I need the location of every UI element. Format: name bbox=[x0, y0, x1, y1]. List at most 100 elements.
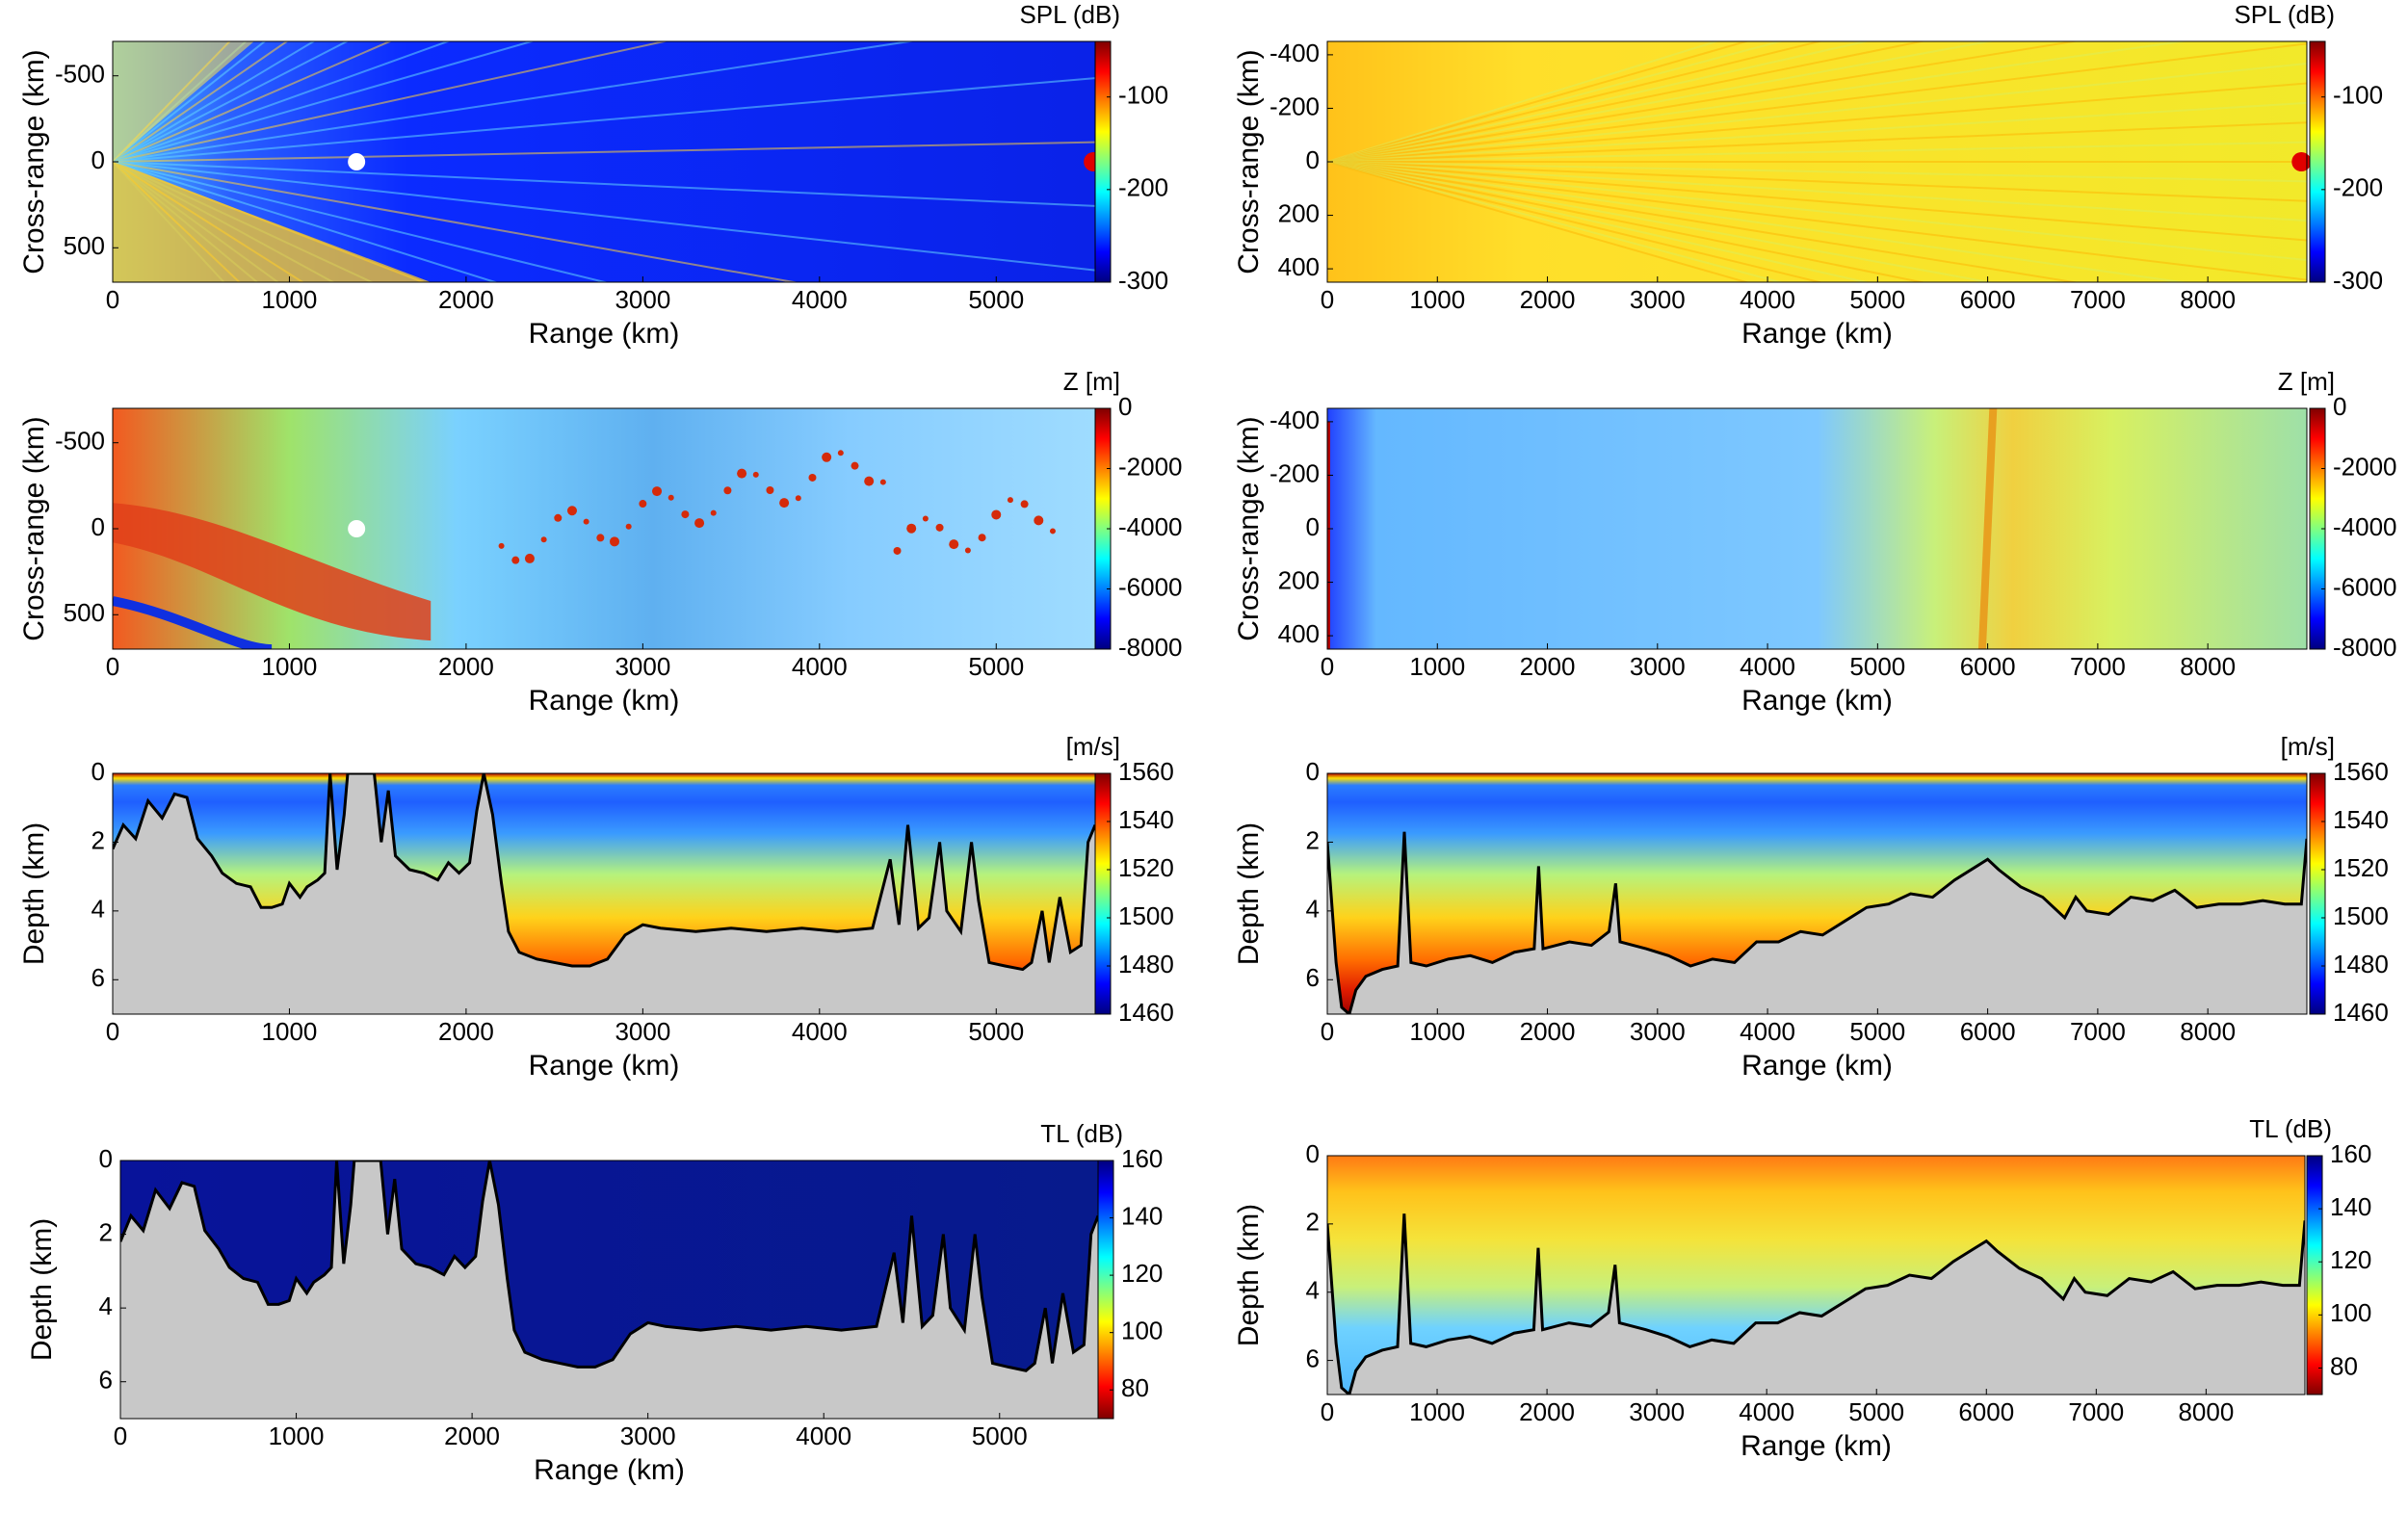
x-axis-label: Range (km) bbox=[529, 1050, 680, 1082]
ray bbox=[113, 41, 393, 163]
ray bbox=[1327, 161, 2307, 242]
y-tick-label: -500 bbox=[55, 427, 105, 456]
seamount bbox=[1020, 500, 1029, 509]
x-tick-label: 4000 bbox=[1740, 652, 1795, 681]
colorbar-tick-label: 120 bbox=[2330, 1245, 2371, 1274]
colorbar-tick-label: -4000 bbox=[2333, 512, 2397, 541]
y-tick-label: 2 bbox=[92, 825, 105, 854]
seamount bbox=[1034, 515, 1044, 526]
y-tick-label: 0 bbox=[92, 512, 105, 541]
ray bbox=[113, 41, 536, 163]
seamount bbox=[583, 518, 589, 525]
seamount bbox=[652, 486, 663, 497]
ray bbox=[113, 41, 916, 163]
x-axis-label: Range (km) bbox=[1741, 1430, 1892, 1462]
colorbar-tick-label: 160 bbox=[2330, 1139, 2371, 1168]
x-tick-label: 4000 bbox=[1740, 1017, 1795, 1046]
y-axis-label: Cross-range (km) bbox=[1233, 416, 1265, 640]
colorbar bbox=[2306, 1155, 2323, 1396]
seamount bbox=[879, 479, 886, 485]
plot-area-ssp-right bbox=[1327, 773, 2307, 1014]
panel-bathy-right: 0 1000 2000 3000 4000 5000 6000 7000 8000-400-20… bbox=[1233, 367, 2397, 717]
x-tick-label: 7000 bbox=[2070, 1017, 2126, 1046]
seamount bbox=[808, 473, 817, 482]
x-tick-label: 2000 bbox=[444, 1422, 500, 1450]
colorbar-title: [m/s] bbox=[1066, 732, 1120, 761]
colorbar-tick-label: 1540 bbox=[1118, 805, 1174, 834]
y-tick-label: -400 bbox=[1269, 39, 1320, 67]
y-tick-label: 2 bbox=[99, 1217, 113, 1246]
x-tick-label: 1000 bbox=[262, 1017, 318, 1046]
seamount bbox=[795, 495, 801, 502]
seamount bbox=[723, 486, 732, 495]
ray bbox=[1327, 41, 2189, 163]
y-tick-label: 0 bbox=[99, 1144, 113, 1173]
x-tick-label: 0 bbox=[106, 1017, 119, 1046]
ray bbox=[113, 161, 1095, 272]
x-tick-label: 3000 bbox=[615, 1017, 670, 1046]
ray bbox=[1327, 141, 2307, 163]
axes-frame bbox=[1326, 772, 2308, 1015]
ray bbox=[113, 161, 499, 282]
seamount bbox=[511, 556, 520, 564]
y-axis-label: Cross-range (km) bbox=[1233, 49, 1265, 274]
ray bbox=[113, 41, 451, 163]
seamount bbox=[822, 452, 832, 462]
seamount bbox=[610, 536, 620, 547]
ray bbox=[1327, 101, 2307, 163]
bathymetry-line bbox=[1327, 1213, 2305, 1395]
colorbar-title: Z [m] bbox=[1063, 367, 1120, 396]
x-axis-label: Range (km) bbox=[1741, 685, 1893, 717]
colorbar-tick-label: 1560 bbox=[1118, 757, 1174, 786]
x-tick-label: 4000 bbox=[792, 1017, 848, 1046]
x-tick-label: 6000 bbox=[1958, 1397, 2014, 1426]
colorbar-tick-label: 1460 bbox=[2333, 998, 2389, 1027]
plot-area-bathy-right bbox=[1327, 408, 2307, 649]
y-tick-label: 4 bbox=[1306, 895, 1320, 924]
ray bbox=[1327, 161, 1871, 282]
colorbar-tick-label: 80 bbox=[1121, 1373, 1149, 1402]
ray bbox=[1327, 161, 2307, 281]
y-tick-label: 6 bbox=[92, 963, 105, 992]
ridge bbox=[113, 503, 432, 641]
ray bbox=[113, 41, 350, 163]
colorbar-tick-label: 1500 bbox=[1118, 901, 1174, 930]
seamount bbox=[737, 468, 747, 479]
island bbox=[348, 520, 366, 537]
bathymetry-line bbox=[120, 1161, 1098, 1372]
axes-frame bbox=[1326, 1155, 2306, 1396]
heatmap-field bbox=[113, 408, 1095, 649]
ray bbox=[1327, 161, 2307, 202]
ray bbox=[1327, 161, 1995, 282]
seamount bbox=[752, 471, 759, 478]
x-tick-label: 3000 bbox=[1629, 1397, 1685, 1426]
seamount bbox=[1007, 497, 1013, 504]
receiver-marker bbox=[2291, 152, 2312, 171]
x-tick-label: 4000 bbox=[1740, 285, 1795, 314]
x-axis-label: Range (km) bbox=[529, 685, 680, 717]
x-tick-label: 0 bbox=[1321, 1397, 1334, 1426]
colorbar-tick-label: 1480 bbox=[2333, 950, 2389, 978]
colorbar-tick-label: 1520 bbox=[1118, 853, 1174, 882]
x-tick-label: 2000 bbox=[438, 285, 494, 314]
ray bbox=[1327, 41, 1995, 163]
ray bbox=[113, 41, 267, 163]
ray bbox=[1327, 41, 1824, 163]
colorbar-tick-label: -100 bbox=[2333, 81, 2383, 110]
colorbar-tick-label: -8000 bbox=[2333, 633, 2397, 662]
x-axis-label: Range (km) bbox=[529, 318, 680, 350]
colorbar bbox=[1094, 40, 1112, 283]
colorbar-title: TL (dB) bbox=[1040, 1119, 1123, 1148]
seamount bbox=[766, 485, 774, 494]
ray bbox=[1327, 41, 1871, 163]
x-tick-label: 2000 bbox=[438, 652, 494, 681]
y-tick-label: 6 bbox=[1306, 1343, 1320, 1372]
y-tick-label: 500 bbox=[64, 231, 105, 260]
seamount bbox=[779, 498, 790, 509]
x-tick-label: 5000 bbox=[968, 652, 1024, 681]
colorbar-tick-label: 0 bbox=[1118, 392, 1132, 421]
x-tick-label: 2000 bbox=[1520, 1017, 1576, 1046]
colorbar-title: SPL (dB) bbox=[2234, 0, 2335, 29]
x-tick-label: 6000 bbox=[1960, 1017, 2016, 1046]
x-tick-label: 6000 bbox=[1960, 652, 2016, 681]
